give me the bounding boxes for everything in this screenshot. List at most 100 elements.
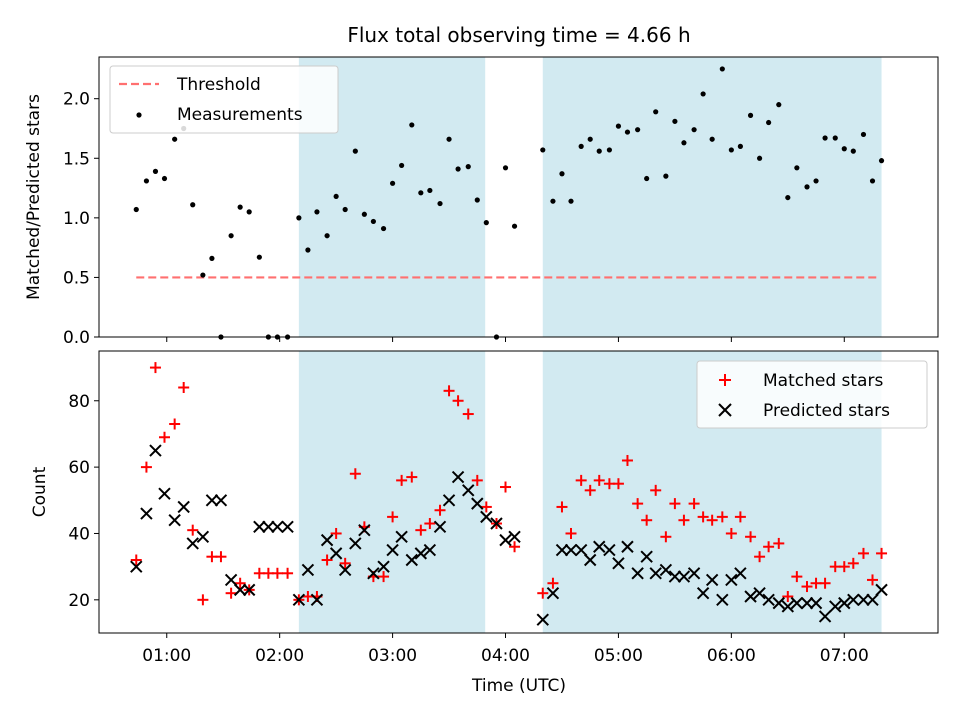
predicted-point-b [640, 550, 653, 563]
matched-point [349, 468, 361, 480]
predicted-point [847, 593, 860, 607]
legend-measurements-swatch [136, 112, 142, 118]
matched-point [669, 498, 681, 510]
predicted-point [536, 613, 549, 626]
measurement-point [540, 147, 546, 153]
predicted-point-b [186, 537, 199, 550]
matched-point [819, 577, 831, 589]
predicted-point-b [414, 547, 428, 560]
predicted-point-b [433, 520, 447, 534]
predicted-point-b [800, 596, 814, 610]
matched-point [876, 547, 888, 559]
matched-point [406, 471, 418, 483]
matched-point [782, 591, 794, 603]
predicted-point [640, 550, 653, 563]
matched-point [688, 498, 700, 510]
measurement-point [776, 102, 782, 108]
matched-point [378, 571, 390, 583]
predicted-point-b [451, 470, 465, 484]
measurement-point [691, 127, 697, 133]
measurement-point [681, 140, 687, 146]
measurement-point [361, 211, 367, 217]
predicted-point [214, 494, 228, 507]
measurement-point [333, 193, 339, 200]
predicted-point [405, 553, 418, 567]
matched-point [424, 518, 436, 530]
predicted-point-b [536, 613, 549, 626]
matched-point [725, 527, 737, 539]
matched-point [282, 567, 294, 579]
measurement-point [418, 190, 424, 196]
measurement-point [737, 143, 743, 149]
matched-point [641, 514, 653, 526]
matched-point [509, 541, 521, 553]
ratio-panel-ylabel: Matched/Predicted stars [24, 94, 44, 300]
measurement-point [700, 91, 706, 97]
count-panel-ylabel: Count [30, 466, 50, 517]
matched-point [621, 454, 633, 466]
y-tick-label: 60 [68, 458, 90, 478]
predicted-point [574, 543, 588, 557]
predicted-point [349, 537, 362, 550]
predicted-point [829, 600, 842, 613]
measurement-point [644, 175, 650, 182]
predicted-point-b [649, 567, 662, 580]
measurement-point [200, 272, 206, 278]
predicted-point-b [395, 530, 408, 543]
y-tick-label: 1.5 [63, 149, 90, 169]
measurement-point [172, 136, 178, 142]
predicted-point-b [301, 563, 315, 577]
matched-point [745, 531, 757, 543]
chart-title: Flux total observing time = 4.66 h [347, 23, 690, 47]
matched-point [660, 531, 672, 543]
y-tick-label: 40 [68, 524, 90, 544]
measurement-point [324, 233, 330, 239]
x-tick-label: 05:00 [594, 646, 643, 666]
predicted-point [196, 530, 210, 543]
measurement-point [663, 173, 669, 179]
predicted-point-b [358, 523, 371, 537]
predicted-point [508, 530, 521, 543]
predicted-point-b [705, 573, 719, 587]
predicted-point-b [677, 570, 691, 583]
predicted-point-b [499, 533, 512, 547]
matched-point [678, 514, 690, 526]
predicted-point [301, 563, 315, 577]
predicted-point [395, 530, 408, 543]
x-tick-label: 02:00 [255, 646, 304, 666]
measurement-point [352, 148, 358, 154]
measurement-point [296, 215, 302, 221]
x-tick-label: 04:00 [481, 646, 530, 666]
predicted-point-b [847, 593, 860, 607]
measurement-point [380, 225, 387, 232]
predicted-point [423, 543, 437, 557]
predicted-point [716, 593, 729, 607]
measurement-point [756, 155, 763, 161]
predicted-point-b [716, 593, 729, 607]
measurement-point [578, 143, 584, 149]
measurement-point [672, 118, 678, 124]
measurement-point [878, 158, 885, 164]
predicted-point-b [462, 484, 475, 497]
predicted-point [281, 520, 294, 534]
predicted-point [593, 540, 606, 553]
matched-point [169, 418, 181, 430]
predicted-point-b [377, 560, 390, 573]
matched-point [847, 557, 859, 569]
predicted-point [358, 523, 371, 537]
matched-point [632, 498, 644, 510]
matched-point [321, 554, 333, 566]
matched-point [612, 478, 624, 490]
predicted-point [149, 444, 162, 457]
predicted-point-b [233, 583, 247, 597]
matched-point [734, 511, 746, 523]
measurement-point [653, 109, 659, 115]
predicted-point-b [253, 520, 266, 534]
ratio-panel-frame [98, 56, 939, 338]
legend-threshold-label: Threshold [176, 75, 261, 95]
predicted-point [772, 596, 785, 610]
predicted-point-b [205, 494, 219, 507]
predicted-point [186, 537, 199, 550]
shaded-interval [542, 57, 882, 337]
measurement-point [209, 255, 215, 261]
